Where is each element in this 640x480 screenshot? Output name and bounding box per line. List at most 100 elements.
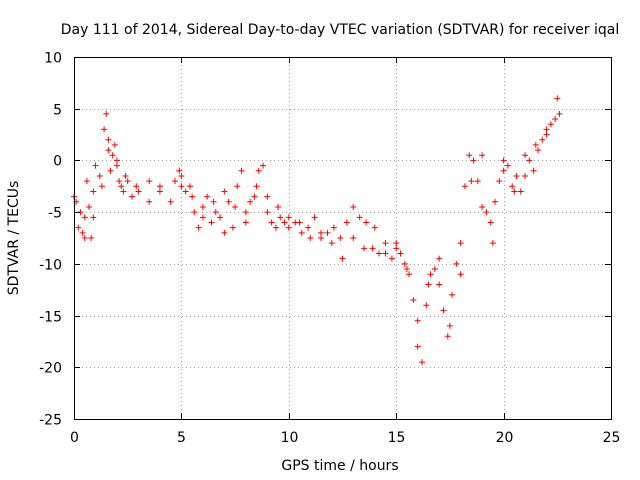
x-tick-label: 5	[177, 430, 186, 446]
data-point	[479, 203, 486, 210]
data-point	[208, 219, 215, 226]
data-point	[393, 240, 400, 247]
x-tick-label: 25	[603, 430, 621, 446]
data-point	[453, 260, 460, 267]
data-point	[75, 224, 82, 231]
data-point	[504, 162, 511, 169]
y-tick-label: -15	[39, 310, 62, 326]
data-point	[500, 167, 507, 174]
data-point	[264, 193, 271, 200]
data-point	[457, 271, 464, 278]
y-axis-label: SDTVAR / TECUs	[6, 181, 22, 296]
data-point	[268, 219, 275, 226]
data-point	[296, 219, 303, 226]
data-point	[500, 157, 507, 164]
data-point	[534, 147, 541, 154]
data-point	[356, 214, 363, 221]
data-point	[539, 136, 546, 143]
data-point	[492, 198, 499, 205]
data-point	[120, 188, 127, 195]
y-tick-label: -5	[48, 206, 62, 222]
data-point	[189, 193, 196, 200]
data-point	[199, 214, 206, 221]
data-point	[350, 203, 357, 210]
data-point	[156, 188, 163, 195]
data-point	[98, 183, 105, 190]
data-point	[253, 183, 260, 190]
data-point	[255, 167, 262, 174]
data-point	[81, 214, 88, 221]
y-tick-label: 0	[53, 154, 62, 170]
data-point	[260, 162, 267, 169]
data-point	[382, 250, 389, 257]
data-point	[101, 126, 108, 133]
data-point	[83, 178, 90, 185]
data-point	[318, 235, 325, 241]
data-point	[547, 121, 554, 128]
data-point	[171, 178, 178, 185]
data-point	[81, 235, 88, 241]
data-point	[107, 167, 114, 174]
data-point	[343, 219, 350, 226]
data-point	[122, 172, 129, 179]
data-point	[522, 152, 529, 159]
data-point	[496, 178, 503, 185]
x-tick-label: 0	[70, 430, 79, 446]
data-point	[285, 224, 292, 231]
data-point	[552, 116, 559, 123]
x-axis-label: GPS time / hours	[281, 458, 398, 474]
data-point	[191, 209, 198, 216]
data-point	[113, 162, 120, 169]
data-point	[483, 209, 490, 216]
data-point	[425, 281, 432, 288]
data-point	[124, 178, 131, 185]
data-point	[195, 224, 202, 231]
data-point	[470, 157, 477, 164]
data-point	[468, 178, 475, 185]
data-point	[350, 235, 357, 241]
data-point	[128, 193, 135, 200]
y-tick-label: 10	[44, 51, 62, 67]
data-point	[401, 260, 408, 267]
data-point	[178, 183, 185, 190]
data-point	[242, 209, 249, 216]
data-point	[79, 229, 86, 236]
data-point	[403, 266, 410, 273]
data-point	[388, 255, 395, 262]
data-point	[285, 214, 292, 221]
data-point	[449, 291, 456, 298]
x-tick-label: 15	[388, 430, 406, 446]
data-point	[457, 240, 464, 247]
data-point	[311, 214, 318, 221]
data-point	[376, 250, 383, 257]
data-point	[281, 219, 288, 226]
data-point	[474, 178, 481, 185]
data-point	[371, 224, 378, 231]
data-point	[96, 172, 103, 179]
data-point	[146, 198, 153, 205]
data-point	[210, 198, 217, 205]
data-point	[382, 240, 389, 247]
data-point	[178, 172, 185, 179]
data-point	[277, 214, 284, 221]
x-tick-label: 20	[496, 430, 514, 446]
data-point	[318, 229, 325, 236]
y-axis-ticks: -25 -20 -15 -10 -5 0 5 10	[39, 51, 611, 429]
data-point	[444, 333, 451, 340]
y-tick-label: 5	[53, 103, 62, 119]
x-tick-label: 10	[281, 430, 299, 446]
data-point	[234, 183, 241, 190]
data-point	[90, 188, 97, 195]
data-point	[543, 131, 550, 138]
chart-title: Day 111 of 2014, Sidereal Day-to-day VTE…	[61, 22, 619, 38]
data-point	[264, 209, 271, 216]
data-point	[328, 240, 335, 247]
data-point	[199, 203, 206, 210]
data-point	[479, 152, 486, 159]
x-axis-ticks: 0 5 10 15 20 25	[70, 57, 620, 446]
data-point	[410, 297, 417, 304]
data-point	[532, 141, 539, 148]
data-point	[466, 152, 473, 159]
data-point	[272, 224, 279, 231]
data-point	[176, 167, 183, 174]
